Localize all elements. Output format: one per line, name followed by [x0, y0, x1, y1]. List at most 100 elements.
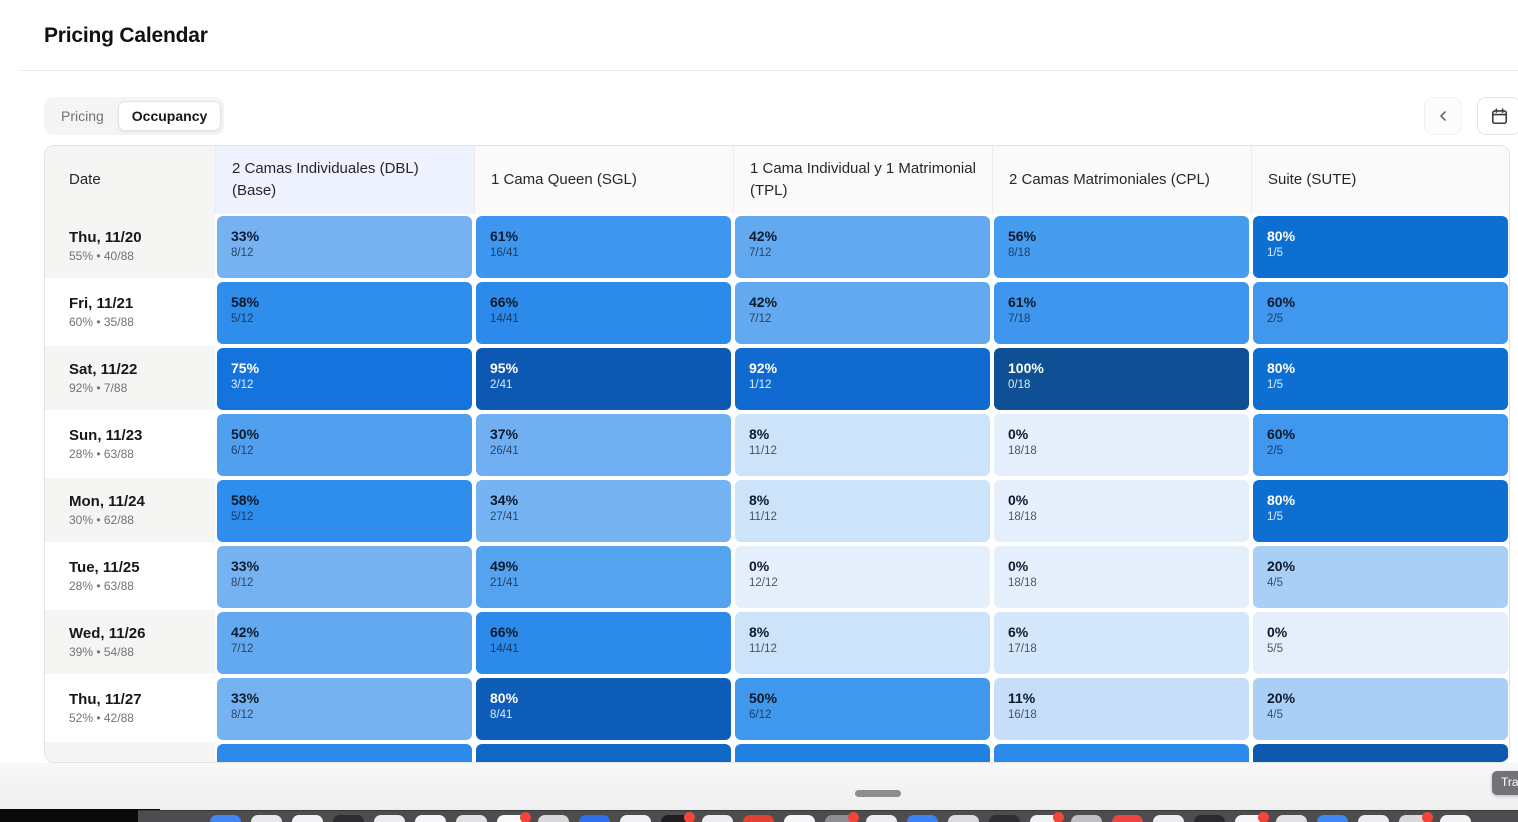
- occupancy-cell[interactable]: [1253, 744, 1508, 762]
- occupancy-cell[interactable]: 33% 8/12: [217, 216, 472, 278]
- occupancy-fraction: 6/12: [749, 709, 772, 721]
- occupancy-cell[interactable]: 0% 12/12: [735, 546, 990, 608]
- dock-icon[interactable]: [825, 815, 856, 822]
- occupancy-cell[interactable]: 50% 6/12: [217, 414, 472, 476]
- occupancy-cell[interactable]: 6% 17/18: [994, 612, 1249, 674]
- horizontal-scrollbar-thumb[interactable]: [855, 790, 901, 797]
- dock-icon[interactable]: [251, 815, 282, 822]
- occupancy-cell[interactable]: 66% 14/41: [476, 612, 731, 674]
- occupancy-cell[interactable]: 95% 2/41: [476, 348, 731, 410]
- occupancy-cell[interactable]: [476, 744, 731, 762]
- occupancy-cell[interactable]: [735, 744, 990, 762]
- previous-period-button[interactable]: [1424, 97, 1462, 135]
- occupancy-percent: 75%: [231, 360, 260, 376]
- dock-icon[interactable]: [1030, 815, 1061, 822]
- column-header-room-type: 1 Cama Individual y 1 Matrimonial (TPL): [733, 146, 992, 214]
- occupancy-percent: 56%: [1008, 228, 1037, 244]
- dock-icon[interactable]: [292, 815, 323, 822]
- occupancy-cell[interactable]: 80% 1/5: [1253, 348, 1508, 410]
- occupancy-cell[interactable]: 33% 8/12: [217, 546, 472, 608]
- occupancy-cell[interactable]: 50% 6/12: [735, 678, 990, 740]
- occupancy-cell[interactable]: [994, 744, 1249, 762]
- dock-icon[interactable]: [1112, 815, 1143, 822]
- occupancy-cell[interactable]: 80% 1/5: [1253, 480, 1508, 542]
- dock-icon[interactable]: [948, 815, 979, 822]
- occupancy-cell[interactable]: 60% 2/5: [1253, 414, 1508, 476]
- occupancy-fraction: 7/12: [231, 643, 254, 655]
- occupancy-percent: 37%: [490, 426, 519, 442]
- occupancy-cell[interactable]: 20% 4/5: [1253, 546, 1508, 608]
- occupancy-cell[interactable]: 0% 5/5: [1253, 612, 1508, 674]
- dock-icon[interactable]: [866, 815, 897, 822]
- occupancy-cell[interactable]: 8% 11/12: [735, 414, 990, 476]
- dock-icon[interactable]: [1399, 815, 1430, 822]
- dock-icon[interactable]: [1317, 815, 1348, 822]
- occupancy-cell[interactable]: 60% 2/5: [1253, 282, 1508, 344]
- dock-icon[interactable]: [497, 815, 528, 822]
- occupancy-percent: 33%: [231, 690, 260, 706]
- occupancy-cell[interactable]: 33% 8/12: [217, 678, 472, 740]
- occupancy-cell[interactable]: 8% 11/12: [735, 480, 990, 542]
- occupancy-cell[interactable]: 80% 1/5: [1253, 216, 1508, 278]
- dock-icon[interactable]: [1235, 815, 1266, 822]
- tab-pricing[interactable]: Pricing: [61, 108, 104, 124]
- occupancy-cell[interactable]: 61% 16/41: [476, 216, 731, 278]
- dock-icon[interactable]: [333, 815, 364, 822]
- dock-icon[interactable]: [620, 815, 651, 822]
- dock-icon[interactable]: [210, 815, 241, 822]
- dock-icon[interactable]: [661, 815, 692, 822]
- occupancy-cell[interactable]: 0% 18/18: [994, 546, 1249, 608]
- dock-icon[interactable]: [415, 815, 446, 822]
- dock-icon[interactable]: [1153, 815, 1184, 822]
- occupancy-fraction: 2/5: [1267, 445, 1283, 457]
- occupancy-fraction: 11/12: [749, 445, 777, 457]
- date-summary: 30% • 62/88: [69, 513, 134, 527]
- occupancy-fraction: 5/5: [1267, 643, 1283, 655]
- occupancy-cell[interactable]: 37% 26/41: [476, 414, 731, 476]
- occupancy-fraction: 1/12: [749, 379, 772, 391]
- occupancy-cell[interactable]: 0% 18/18: [994, 414, 1249, 476]
- occupancy-cell[interactable]: 49% 21/41: [476, 546, 731, 608]
- occupancy-cell[interactable]: 66% 14/41: [476, 282, 731, 344]
- occupancy-cell[interactable]: 42% 7/12: [735, 216, 990, 278]
- calendar-picker-button[interactable]: [1477, 97, 1518, 135]
- dock-icon[interactable]: [784, 815, 815, 822]
- occupancy-table: Date 2 Camas Individuales (DBL) (Base) 1 …: [44, 145, 1510, 763]
- occupancy-cell-wrap: 0% 12/12: [733, 544, 992, 610]
- occupancy-cell[interactable]: 34% 27/41: [476, 480, 731, 542]
- occupancy-cell[interactable]: 92% 1/12: [735, 348, 990, 410]
- dock-icon[interactable]: [989, 815, 1020, 822]
- occupancy-cell[interactable]: [217, 744, 472, 762]
- occupancy-cell[interactable]: 11% 16/18: [994, 678, 1249, 740]
- occupancy-cell[interactable]: 61% 7/18: [994, 282, 1249, 344]
- dock-icon[interactable]: [1276, 815, 1307, 822]
- occupancy-cell[interactable]: 58% 5/12: [217, 480, 472, 542]
- occupancy-cell[interactable]: 20% 4/5: [1253, 678, 1508, 740]
- occupancy-cell[interactable]: 42% 7/12: [217, 612, 472, 674]
- occupancy-cell[interactable]: 56% 8/18: [994, 216, 1249, 278]
- dock-icon[interactable]: [907, 815, 938, 822]
- dock-icon[interactable]: [456, 815, 487, 822]
- occupancy-fraction: 17/18: [1008, 643, 1037, 655]
- occupancy-percent: 42%: [749, 228, 778, 244]
- occupancy-cell[interactable]: 100% 0/18: [994, 348, 1249, 410]
- dock-icon[interactable]: [1440, 815, 1471, 822]
- occupancy-cell[interactable]: 42% 7/12: [735, 282, 990, 344]
- dock-icon[interactable]: [1358, 815, 1389, 822]
- occupancy-cell[interactable]: 58% 5/12: [217, 282, 472, 344]
- dock-icon[interactable]: [579, 815, 610, 822]
- occupancy-cell[interactable]: 8% 11/12: [735, 612, 990, 674]
- occupancy-cell[interactable]: 0% 18/18: [994, 480, 1249, 542]
- dock-icon[interactable]: [743, 815, 774, 822]
- occupancy-cell[interactable]: 75% 3/12: [217, 348, 472, 410]
- notification-badge: [848, 812, 859, 822]
- dock-icon[interactable]: [702, 815, 733, 822]
- occupancy-cell-wrap: 80% 1/5: [1251, 478, 1509, 544]
- occupancy-cell-wrap: 42% 7/12: [733, 214, 992, 280]
- tab-occupancy[interactable]: Occupancy: [117, 101, 222, 131]
- dock-icon[interactable]: [538, 815, 569, 822]
- occupancy-cell[interactable]: 80% 8/41: [476, 678, 731, 740]
- dock-icon[interactable]: [374, 815, 405, 822]
- dock-icon[interactable]: [1194, 815, 1225, 822]
- dock-icon[interactable]: [1071, 815, 1102, 822]
